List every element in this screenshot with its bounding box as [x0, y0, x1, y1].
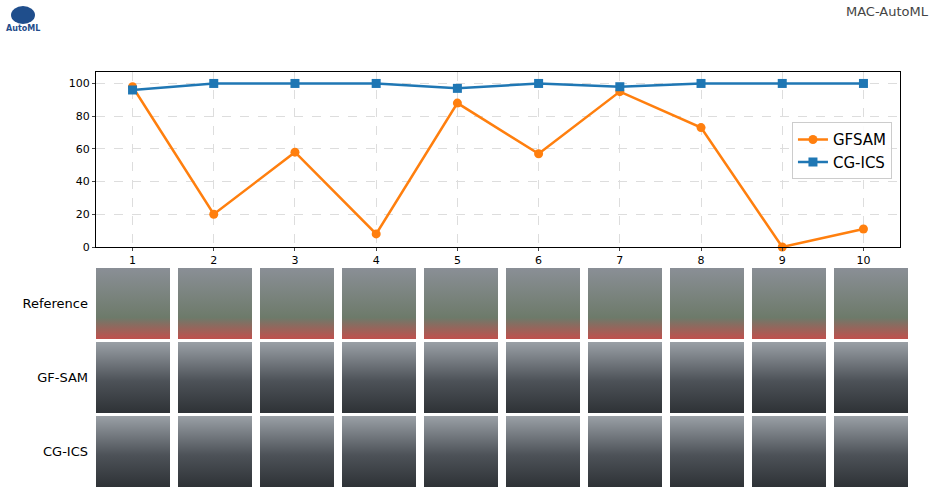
svg-text:80: 80 [76, 110, 90, 123]
svg-text:2: 2 [210, 254, 217, 267]
svg-text:7: 7 [616, 254, 623, 267]
svg-text:4: 4 [373, 254, 380, 267]
svg-text:5: 5 [454, 254, 461, 267]
svg-text:1: 1 [129, 254, 136, 267]
html-text:AutoML: AutoML [6, 24, 41, 33]
html-text:MAC-AutoML: MAC-AutoML [846, 4, 928, 19]
html-text:CG-ICS: CG-ICS [43, 444, 88, 459]
svg-text:40: 40 [76, 175, 90, 188]
html-text:Reference: Reference [22, 296, 88, 311]
svg-text:6: 6 [535, 254, 542, 267]
svg-text:10: 10 [856, 254, 870, 267]
svg-text:3: 3 [291, 254, 298, 267]
html-text:GF-SAM: GF-SAM [37, 370, 88, 385]
svg-text:100: 100 [69, 77, 90, 90]
svg-text:8: 8 [698, 254, 705, 267]
svg-text:60: 60 [76, 143, 90, 156]
svg-text:20: 20 [76, 208, 90, 221]
svg-text:9: 9 [779, 254, 786, 267]
svg-text:0: 0 [83, 241, 90, 254]
svg-text:CG-ICS: CG-ICS [833, 154, 885, 172]
svg-text:GFSAM: GFSAM [833, 131, 886, 149]
